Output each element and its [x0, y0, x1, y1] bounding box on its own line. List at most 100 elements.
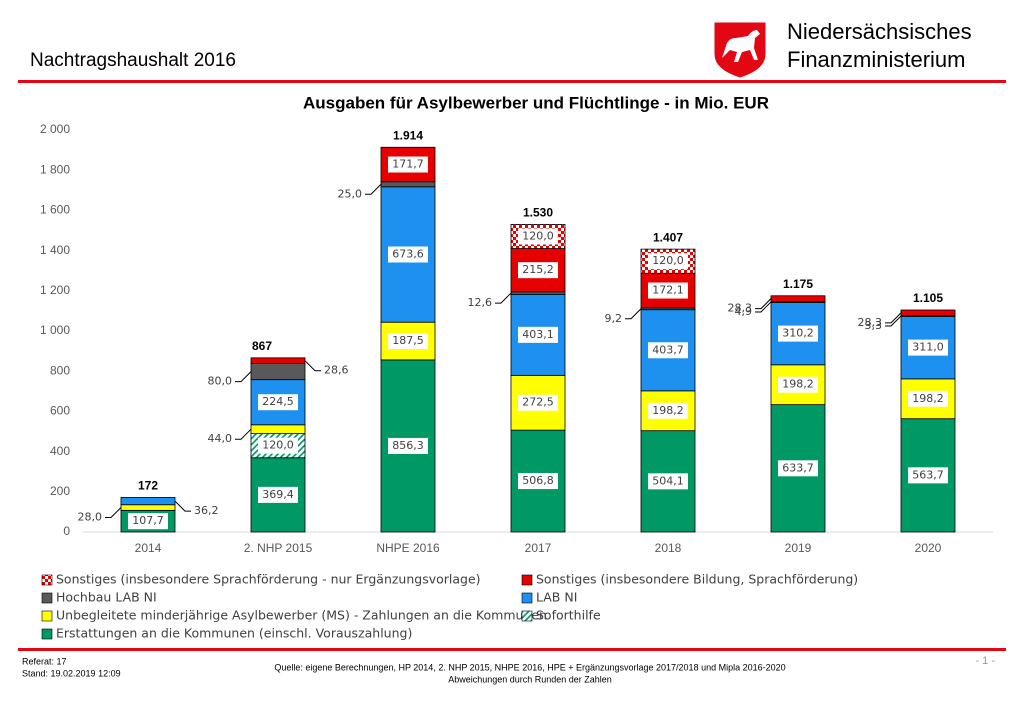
data-label: 171,7	[392, 158, 424, 171]
label-box	[128, 513, 168, 530]
org-name: Finanzministerium	[787, 47, 966, 72]
logo	[713, 21, 767, 79]
legend-label: Hochbau LAB NI	[56, 590, 157, 605]
legend-label: Erstattungen an die Kommunen (einschl. V…	[56, 626, 412, 641]
data-label: 198,2	[912, 392, 944, 405]
label-box	[648, 342, 688, 359]
data-label: 25,0	[338, 187, 363, 200]
bar-segment	[900, 309, 956, 317]
data-label: 4,9	[735, 305, 753, 318]
label-box	[648, 402, 688, 419]
legend-swatch	[521, 574, 533, 586]
leader-line	[625, 308, 642, 320]
data-label: 80,0	[208, 375, 233, 388]
data-label: 44,0	[208, 432, 233, 445]
org-name: Niedersächsisches	[787, 19, 972, 44]
legend-swatch	[41, 628, 53, 640]
x-tick-label: NHPE 2016	[376, 541, 440, 555]
data-label: 36,2	[194, 504, 219, 517]
label-box	[518, 473, 558, 490]
data-label: 224,5	[262, 395, 294, 408]
y-tick-label: 800	[50, 363, 70, 377]
legend-label: Soforthilfe	[536, 608, 601, 623]
label-box	[388, 156, 428, 173]
label-box	[908, 390, 948, 407]
page-number: - 1 -	[975, 655, 995, 667]
leader-line	[105, 507, 122, 519]
data-label: 28,0	[78, 511, 103, 524]
label-box	[778, 376, 818, 393]
label-box	[778, 460, 818, 477]
data-label: 12,6	[468, 296, 493, 309]
data-label: 198,2	[652, 404, 684, 417]
data-label: 215,2	[522, 263, 554, 276]
bar-segment	[120, 497, 176, 506]
legend-label: LAB NI	[536, 590, 577, 605]
y-tick-label: 400	[50, 444, 70, 458]
x-tick-label: 2. NHP 2015	[244, 541, 313, 555]
data-label: 563,7	[912, 468, 944, 481]
x-tick-label: 2020	[915, 541, 942, 555]
data-label: 272,5	[522, 396, 554, 409]
data-label: 120,0	[262, 439, 294, 452]
y-tick-label: 0	[63, 524, 70, 538]
data-label: 673,6	[392, 247, 424, 260]
label-box	[518, 326, 558, 343]
label-box	[648, 282, 688, 299]
data-label: 28,3	[728, 302, 753, 315]
total-label: 1.105	[913, 291, 943, 305]
legend-label: Sonstiges (insbesondere Bildung, Sprachf…	[536, 572, 858, 587]
y-tick-label: 1 600	[40, 203, 70, 217]
data-label: 506,8	[522, 474, 554, 487]
data-label: 403,7	[652, 343, 684, 356]
data-label: 311,0	[912, 341, 944, 354]
footer-referat: Referat: 17	[22, 656, 67, 666]
data-label: 9,2	[605, 312, 623, 325]
total-label: 1.914	[393, 128, 423, 142]
legend-swatch	[41, 574, 53, 586]
label-box	[518, 228, 558, 245]
data-label: 120,0	[652, 254, 684, 267]
data-label: 28,6	[324, 364, 349, 377]
leader-line	[235, 371, 252, 383]
footer-source: Quelle: eigene Berechnungen, HP 2014, 2.…	[274, 662, 785, 672]
leader-line	[755, 298, 772, 310]
footer-rule	[18, 648, 1006, 651]
leader-line	[885, 312, 902, 324]
y-tick-label: 2 000	[40, 122, 70, 136]
label-box	[388, 333, 428, 350]
x-tick-label: 2017	[525, 541, 552, 555]
y-tick-label: 1 800	[40, 162, 70, 176]
label-box	[518, 262, 558, 279]
legend-swatch	[521, 610, 533, 622]
legend-swatch	[41, 592, 53, 604]
total-label: 172	[138, 479, 158, 493]
footer-note: Abweichungen durch Runden der Zahlen	[448, 674, 612, 684]
bar-segment	[250, 363, 306, 381]
bar-segment	[120, 504, 176, 511]
leader-line	[755, 301, 772, 313]
data-label: 369,4	[262, 488, 294, 501]
total-label: 1.530	[523, 206, 553, 220]
label-box	[388, 437, 428, 454]
leader-line	[304, 360, 321, 372]
x-tick-label: 2018	[655, 541, 682, 555]
slide-title: Nachtragshaushalt 2016	[30, 50, 236, 71]
data-label: 310,2	[782, 327, 814, 340]
label-box	[908, 339, 948, 356]
data-label: 633,7	[782, 461, 814, 474]
y-tick-label: 1 400	[40, 243, 70, 257]
label-box	[258, 486, 298, 503]
label-box	[258, 394, 298, 411]
header-rule	[18, 80, 1006, 83]
data-label: 172,1	[652, 284, 684, 297]
label-box	[648, 473, 688, 490]
chart-title: Ausgaben für Asylbewerber und Flüchtling…	[303, 93, 769, 112]
label-box	[648, 253, 688, 270]
leader-line	[235, 428, 252, 440]
data-label: 856,3	[392, 439, 424, 452]
legend-label: Unbegleitete minderjährige Asylbewerber …	[56, 608, 547, 623]
data-label: 120,0	[522, 229, 554, 242]
